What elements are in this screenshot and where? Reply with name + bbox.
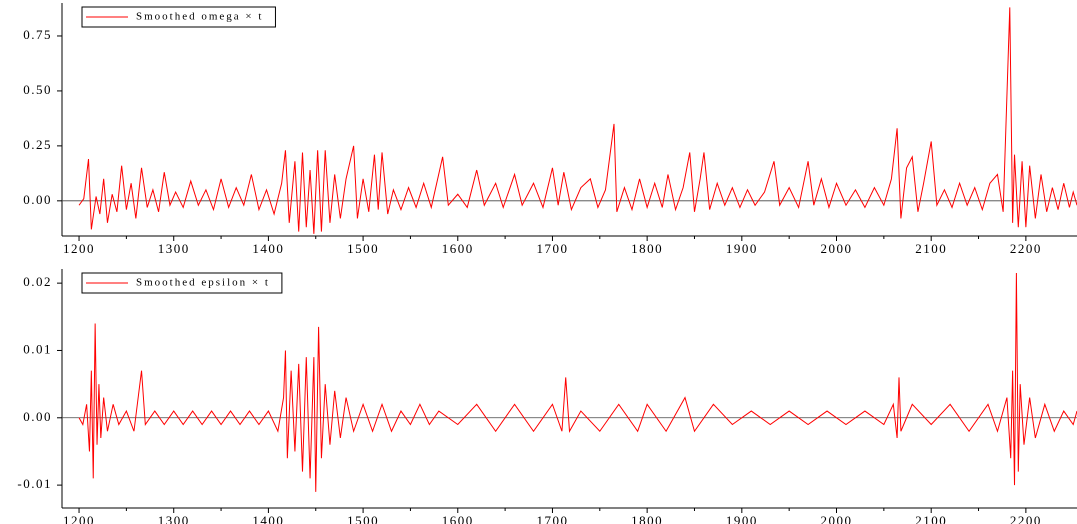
y-tick-label: 0.50 [23, 82, 52, 97]
y-tick-label: 0.01 [23, 341, 52, 356]
x-tick-label: 1200 [63, 241, 95, 256]
x-tick-label: 1800 [631, 513, 663, 524]
x-tick-label: 1300 [158, 513, 190, 524]
x-tick-label: 1600 [442, 241, 474, 256]
legend-text: Smoothed epsilon × t [136, 277, 270, 289]
y-tick-label: 0.02 [23, 274, 52, 289]
legend-box [81, 272, 283, 294]
x-tick-label: 1800 [631, 241, 663, 256]
x-tick-label: 2000 [821, 513, 853, 524]
x-tick-label: 1400 [252, 241, 284, 256]
x-tick-label: 2100 [915, 513, 947, 524]
data-line [78, 273, 1077, 492]
legend-box [81, 6, 276, 28]
x-tick-label: 2200 [1010, 241, 1042, 256]
y-tick-label: 0.00 [23, 409, 52, 424]
x-tick-label: 2200 [1010, 513, 1042, 524]
x-tick-label: 1700 [536, 241, 568, 256]
x-tick-label: 1200 [63, 513, 95, 524]
x-tick-label: 1900 [726, 241, 758, 256]
x-tick-label: 1700 [536, 513, 568, 524]
x-tick-label: 1400 [252, 513, 284, 524]
y-tick-label: -0.01 [17, 476, 52, 491]
x-tick-label: 1500 [347, 241, 379, 256]
x-tick-label: 1500 [347, 513, 379, 524]
legend-text: Smoothed omega × t [136, 11, 263, 23]
x-tick-label: 1300 [158, 241, 190, 256]
x-tick-label: 1900 [726, 513, 758, 524]
y-tick-label: 0.00 [23, 192, 52, 207]
data-line [78, 7, 1077, 234]
x-tick-label: 2000 [821, 241, 853, 256]
y-tick-label: 0.25 [23, 137, 52, 152]
x-tick-label: 2100 [915, 241, 947, 256]
x-tick-label: 1600 [442, 513, 474, 524]
y-tick-label: 0.75 [23, 27, 52, 42]
